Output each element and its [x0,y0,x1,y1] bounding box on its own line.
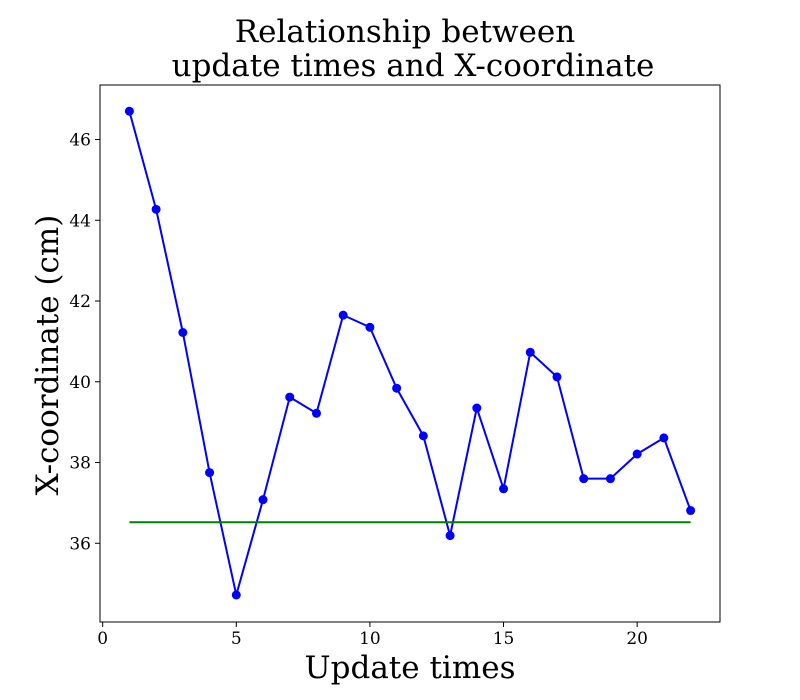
x-tick-label: 20 [626,629,648,649]
y-tick-label: 46 [69,131,91,151]
series-1-point [151,204,161,214]
series-1-point [392,383,402,393]
series-1-point [552,372,562,382]
y-tick-label: 44 [69,211,91,231]
series-1-point [579,474,589,484]
series-1-point [525,347,535,357]
y-tick-label: 36 [69,534,91,554]
series-1-point [205,468,215,478]
plot-area [99,84,721,623]
series-1-point [472,403,482,413]
series-1-point [285,392,295,402]
series-layer [124,106,696,600]
series-1-point [338,310,348,320]
x-tick-label: 0 [97,629,108,649]
series-1-line [128,110,692,596]
y-tick-label: 40 [69,373,91,393]
y-axis: 36 38 40 42 44 46 [69,131,100,554]
x-axis-label: Update times [305,650,516,686]
y-tick-label: 38 [69,454,91,474]
series-1-point [499,484,509,494]
series-1-point [418,431,428,441]
chart-title: Relationship between update times and X-… [172,14,655,84]
y-tick-label: 42 [69,292,91,312]
series-1-point [445,531,455,541]
x-tick-label: 15 [493,629,515,649]
series-1-point [231,590,241,600]
series-1-point [686,506,696,516]
series-1-point [632,449,642,459]
series-1-point [659,433,669,443]
series-1-point [365,322,375,332]
series-1-point [124,106,134,116]
chart-title-line-1: Relationship between [235,14,575,50]
y-axis-label: X-coordinate (cm) [30,215,66,496]
series-1-point [258,495,268,505]
chart-title-line-2: update times and X-coordinate [172,48,655,84]
series-1-point [605,474,615,484]
series-1-point [178,328,188,337]
x-tick-label: 5 [231,629,242,649]
x-axis: 0 5 10 15 20 [97,622,648,649]
series-1-point [311,408,321,418]
x-tick-label: 10 [359,629,381,649]
